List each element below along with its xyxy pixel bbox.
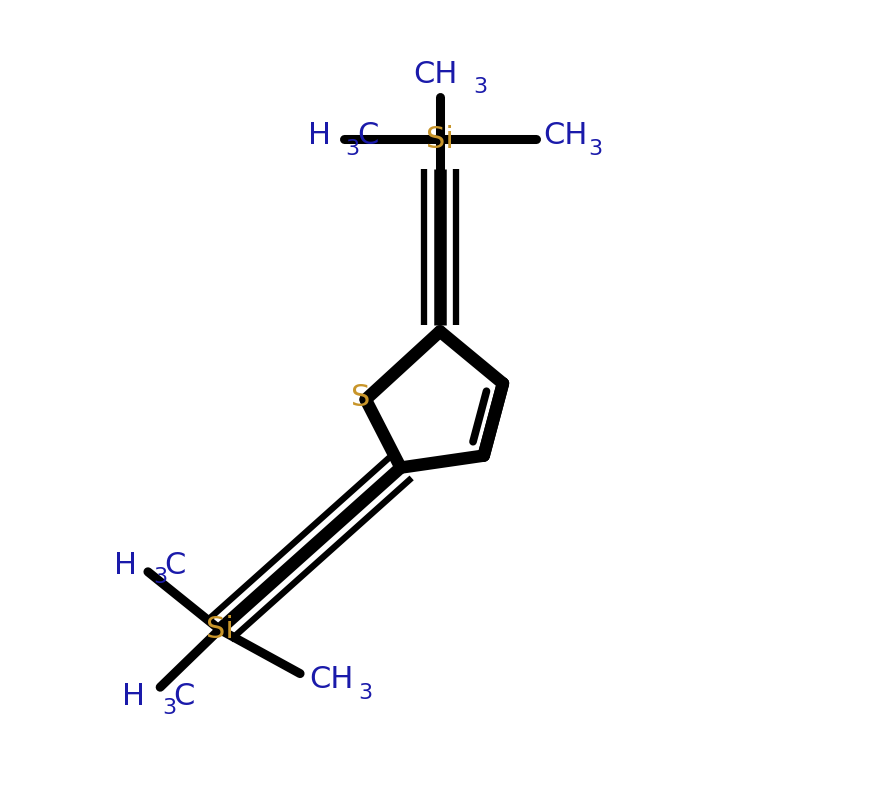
Text: H: H bbox=[122, 682, 145, 710]
Text: C: C bbox=[357, 121, 378, 150]
Text: CH: CH bbox=[543, 121, 588, 150]
Text: 3: 3 bbox=[589, 139, 603, 159]
Text: S: S bbox=[351, 383, 370, 412]
Text: C: C bbox=[173, 682, 194, 710]
Text: 3: 3 bbox=[358, 683, 372, 703]
Text: 3: 3 bbox=[346, 139, 360, 159]
Text: 3: 3 bbox=[153, 567, 167, 587]
Text: Si: Si bbox=[426, 124, 454, 153]
Text: Si: Si bbox=[206, 615, 233, 644]
Text: 3: 3 bbox=[162, 698, 176, 718]
Text: H: H bbox=[114, 551, 136, 580]
Text: CH: CH bbox=[309, 666, 353, 695]
Text: CH: CH bbox=[414, 61, 458, 90]
Text: C: C bbox=[165, 551, 186, 580]
Text: 3: 3 bbox=[473, 77, 488, 98]
Text: H: H bbox=[308, 121, 331, 150]
